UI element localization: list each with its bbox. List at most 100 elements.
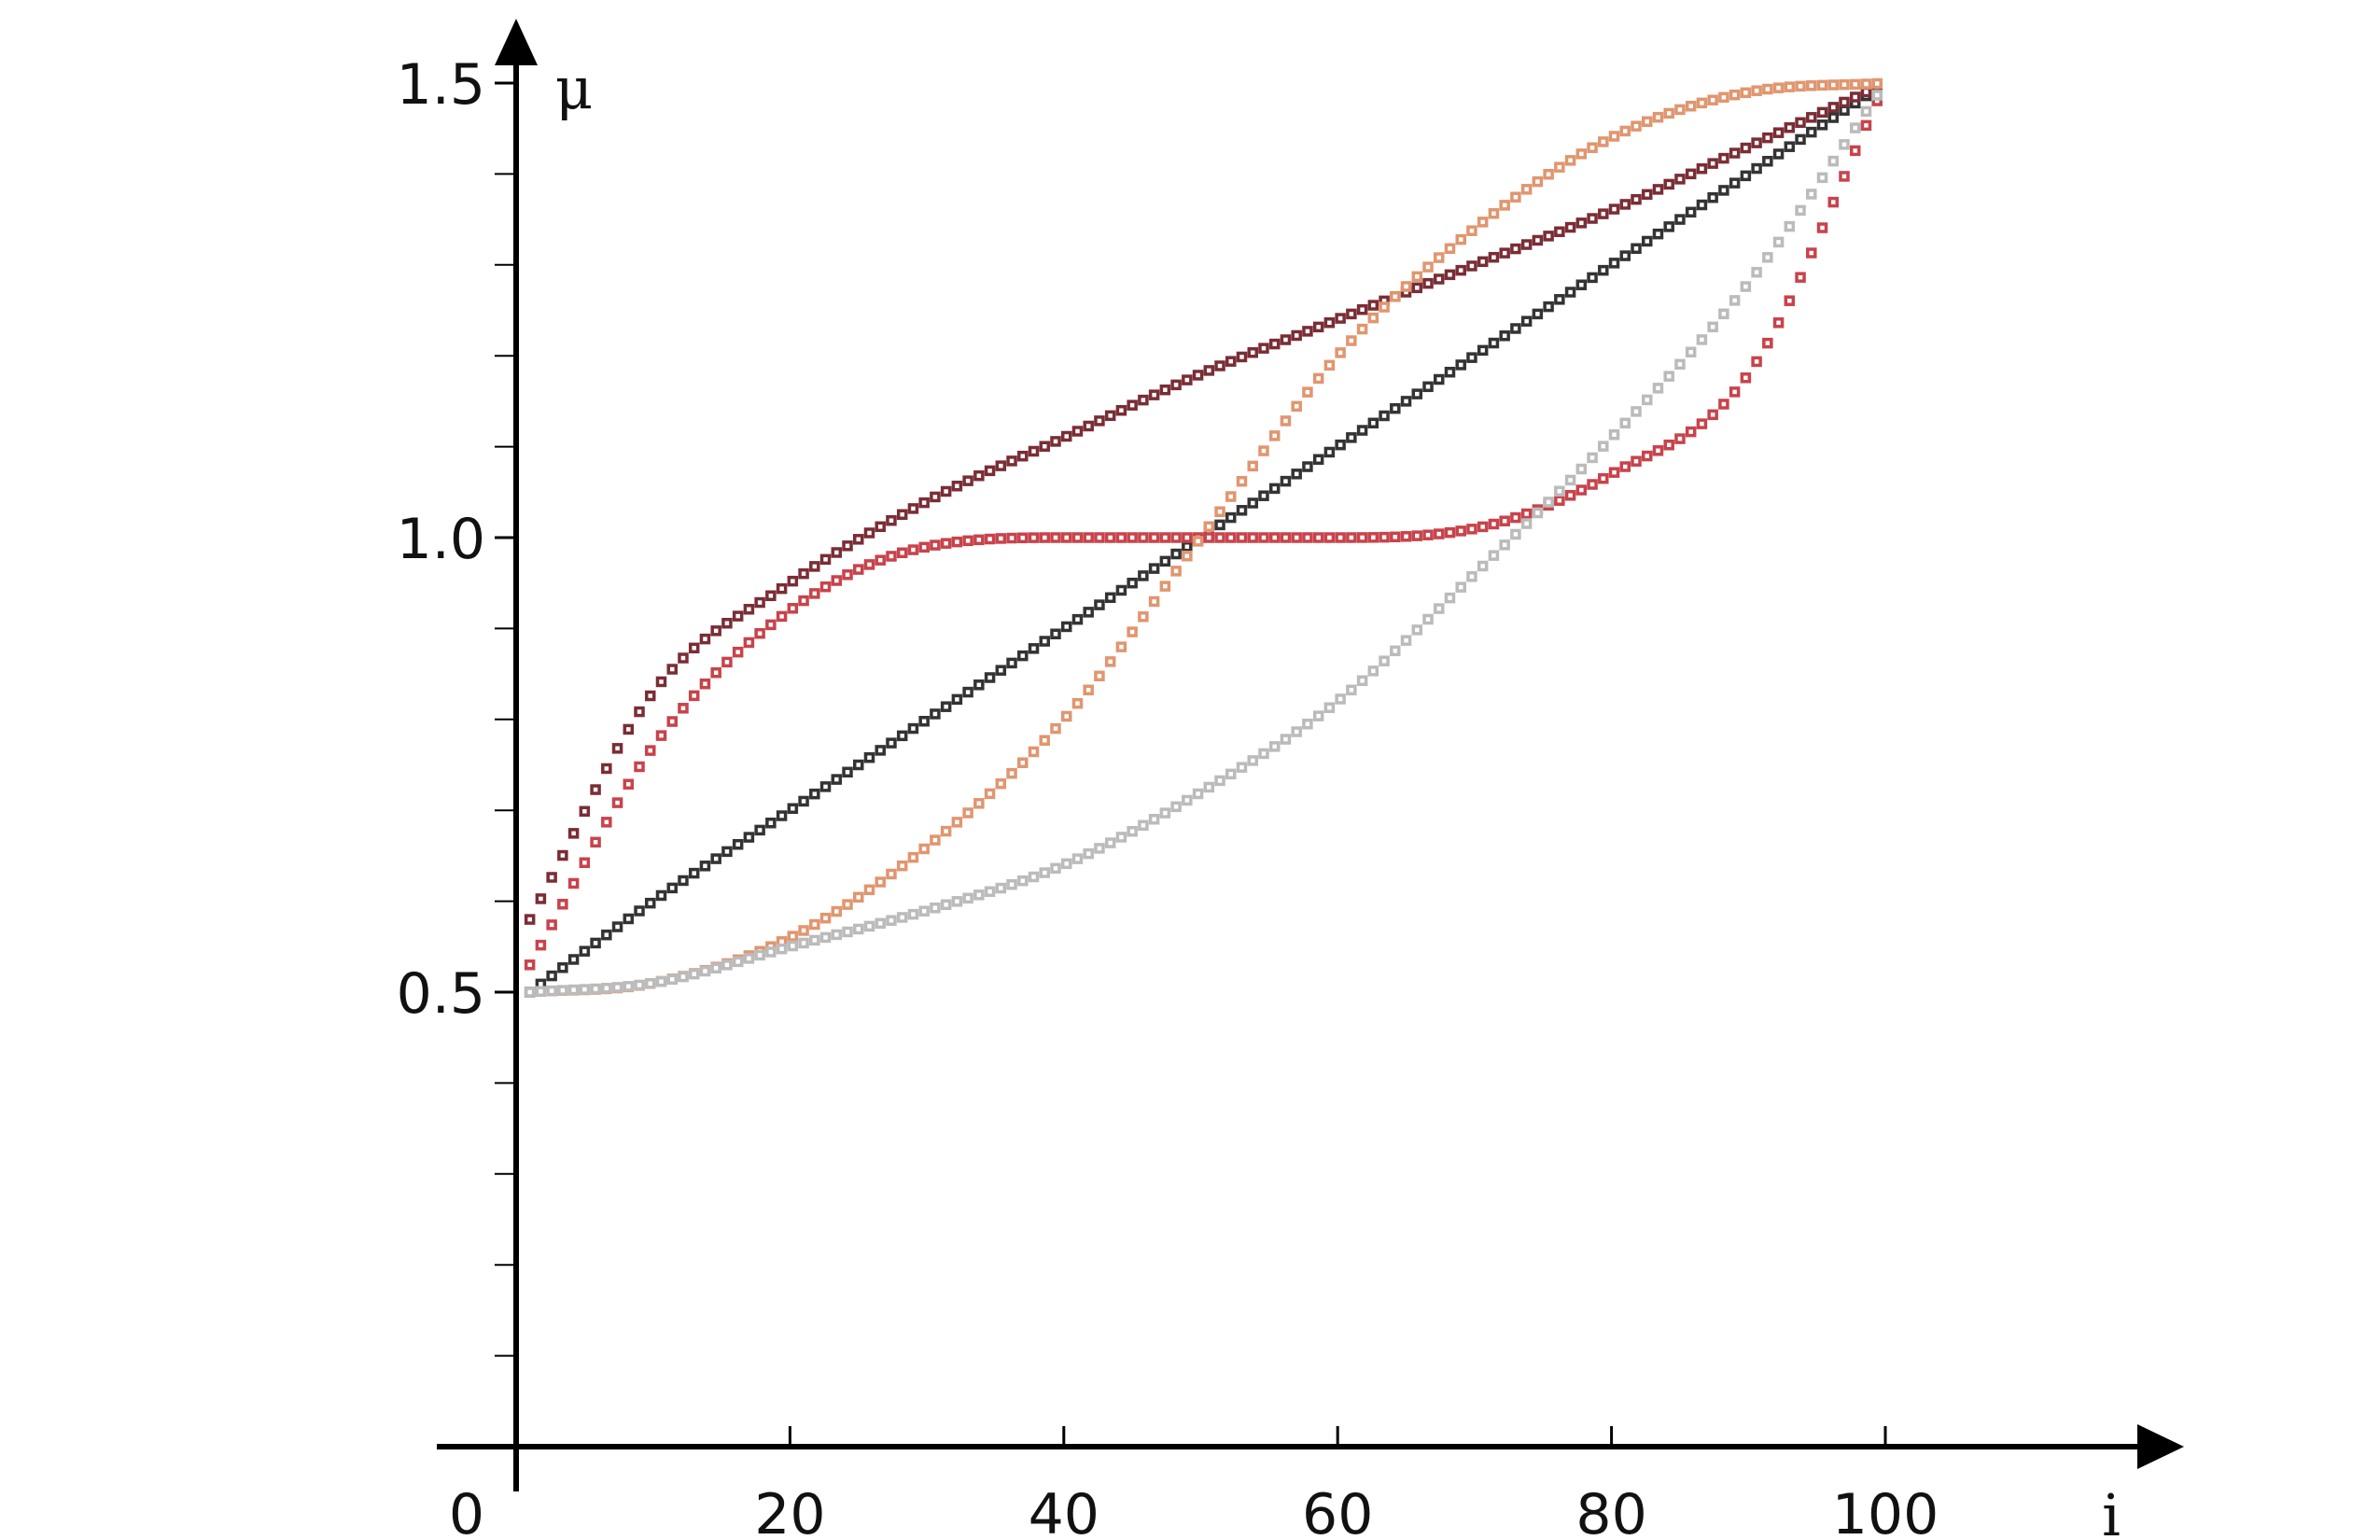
series-point (787, 803, 799, 815)
series-point (623, 981, 635, 992)
series-point (896, 912, 908, 923)
series-point (1247, 460, 1258, 472)
series-point (907, 722, 919, 735)
series-point (743, 604, 755, 615)
series-point (1422, 529, 1434, 540)
series-point (1214, 360, 1225, 371)
series-point (1302, 386, 1313, 398)
series-point (579, 945, 591, 957)
series-point (699, 678, 711, 690)
series-point (1762, 156, 1773, 167)
series-point (930, 834, 941, 846)
series-point (567, 954, 580, 965)
series-point (951, 480, 963, 492)
series-point (1520, 239, 1533, 250)
series-point (601, 983, 612, 994)
series-point (1291, 726, 1302, 737)
series-point (765, 619, 777, 631)
series-point (798, 925, 809, 936)
series-point (1071, 532, 1084, 543)
series-point (1685, 206, 1697, 218)
series-point (1028, 445, 1040, 457)
series-point (645, 745, 656, 756)
series-point (623, 913, 635, 925)
series-point (590, 983, 601, 995)
series-point (1598, 208, 1609, 219)
series-point (754, 824, 765, 836)
series-point (842, 569, 853, 581)
series-point (1707, 94, 1718, 105)
series-point (1060, 430, 1072, 442)
series-point (1302, 461, 1313, 472)
series-point (1083, 607, 1094, 618)
series-point (1323, 702, 1336, 713)
series-point (896, 509, 908, 521)
series-point (699, 633, 711, 645)
y-tick-label: 1.5 (397, 52, 485, 118)
series-point (1148, 532, 1160, 543)
series-point (1060, 858, 1072, 870)
series-point (1663, 221, 1674, 232)
series-point (1390, 402, 1401, 414)
series-point (1236, 351, 1248, 363)
series-point (1127, 577, 1138, 589)
series-point (1280, 415, 1292, 427)
series-point (1762, 337, 1773, 349)
series-point (567, 828, 580, 839)
series-point (1039, 867, 1051, 878)
series-point (1159, 581, 1171, 592)
series-point (1499, 515, 1510, 526)
series-point (1598, 136, 1609, 147)
series-point (1258, 748, 1269, 760)
series-point (1608, 131, 1620, 142)
series-point (1619, 125, 1631, 137)
series-point (842, 926, 853, 938)
series-point (1312, 454, 1324, 465)
series-point (678, 875, 689, 887)
series-point (1543, 301, 1554, 313)
series-point (634, 761, 645, 773)
series-point (1587, 213, 1598, 224)
series-point (655, 730, 667, 741)
series-point (798, 595, 809, 607)
series-point (1466, 571, 1477, 582)
series-point (1860, 119, 1872, 132)
series-point (951, 817, 963, 828)
series-point (930, 902, 941, 914)
series-point (688, 690, 700, 702)
series-point (1795, 117, 1806, 129)
series-point (1280, 532, 1292, 543)
series-point (1444, 592, 1456, 604)
series-point (1006, 767, 1017, 779)
series-point (1554, 495, 1565, 506)
series-point (1258, 445, 1269, 456)
series-point (1674, 174, 1686, 185)
series-point (886, 514, 897, 526)
series-point (798, 567, 809, 580)
series-point (1335, 439, 1346, 451)
series-point (1631, 455, 1642, 467)
series-point (819, 781, 832, 792)
series-point (1422, 613, 1434, 625)
series-point (710, 666, 721, 679)
series-point (1685, 346, 1697, 358)
series-point (1806, 189, 1817, 200)
series-point (1203, 365, 1215, 376)
series-point (1663, 371, 1674, 382)
x-tick-label: 0 (449, 1482, 484, 1540)
series-point (1608, 203, 1620, 215)
series-point (787, 575, 799, 587)
series-point (1050, 862, 1061, 875)
series-point (1718, 91, 1729, 104)
series-point (1543, 169, 1554, 180)
series-point (1115, 641, 1127, 652)
series-point (1740, 372, 1752, 384)
series-point (1729, 177, 1741, 189)
series-point (1367, 300, 1379, 311)
series-point (1312, 321, 1324, 333)
series-point (1520, 518, 1533, 529)
series-point (1323, 316, 1336, 329)
series-point (1214, 775, 1225, 787)
series-point (579, 857, 591, 869)
series-point (590, 937, 601, 949)
